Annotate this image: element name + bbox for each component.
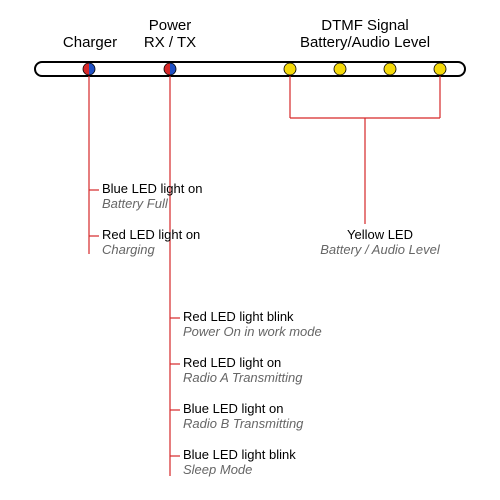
- callout-title: Blue LED light blink: [183, 448, 296, 463]
- callout-power-blue-blink: Blue LED light blink Sleep Mode: [183, 448, 296, 478]
- callout-title: Blue LED light on: [183, 402, 303, 417]
- callout-title: Red LED light on: [183, 356, 302, 371]
- callout-title: Red LED light on: [102, 228, 200, 243]
- dtmf-led-icon-2: [384, 63, 396, 75]
- callout-sub: Charging: [102, 243, 200, 258]
- callout-sub: Sleep Mode: [183, 463, 296, 478]
- callout-sub: Battery Full: [102, 197, 202, 212]
- dtmf-led-icon-0: [284, 63, 296, 75]
- callout-yellow: Yellow LED Battery / Audio Level: [310, 228, 450, 258]
- callout-sub: Battery / Audio Level: [310, 243, 450, 258]
- callout-title: Red LED light blink: [183, 310, 322, 325]
- dtmf-led-icon-1: [334, 63, 346, 75]
- header-dtmf-line2: Battery/Audio Level: [300, 34, 430, 51]
- callout-power-blue-on: Blue LED light on Radio B Transmitting: [183, 402, 303, 432]
- header-dtmf: DTMF Signal Battery/Audio Level: [280, 18, 450, 51]
- callout-power-red-on: Red LED light on Radio A Transmitting: [183, 356, 302, 386]
- callout-sub: Radio B Transmitting: [183, 417, 303, 432]
- callout-title: Blue LED light on: [102, 182, 202, 197]
- header-power: Power RX / TX: [130, 18, 210, 51]
- callout-charger-blue: Blue LED light on Battery Full: [102, 182, 202, 212]
- header-charger: Charger: [50, 35, 130, 52]
- charger-led-icon: [83, 63, 95, 75]
- callout-sub: Power On in work mode: [183, 325, 322, 340]
- header-power-line1: Power: [149, 17, 192, 34]
- header-dtmf-line1: DTMF Signal: [321, 17, 409, 34]
- callout-title: Yellow LED: [310, 228, 450, 243]
- dtmf-led-icon-3: [434, 63, 446, 75]
- callout-charger-red: Red LED light on Charging: [102, 228, 200, 258]
- callout-power-red-blink: Red LED light blink Power On in work mod…: [183, 310, 322, 340]
- led-bar: [35, 62, 465, 76]
- callout-sub: Radio A Transmitting: [183, 371, 302, 386]
- power-led-icon: [164, 63, 176, 75]
- header-power-line2: RX / TX: [144, 34, 196, 51]
- header-charger-text: Charger: [63, 34, 117, 51]
